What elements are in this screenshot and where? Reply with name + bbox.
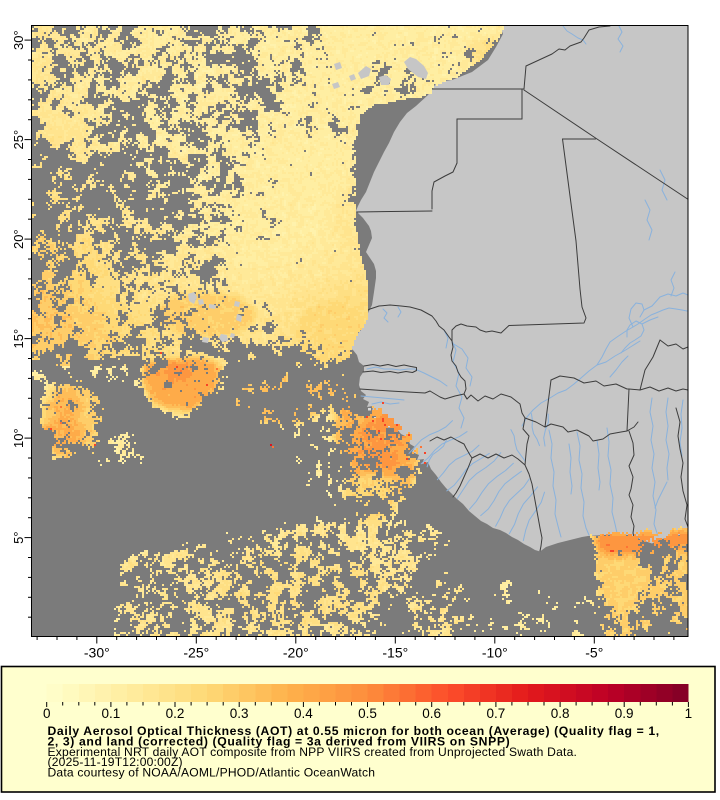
svg-text:30°: 30° [11, 30, 26, 50]
svg-text:1: 1 [685, 706, 693, 721]
svg-text:25°: 25° [11, 130, 26, 150]
svg-text:Data courtesy of NOAA/AOML/PHO: Data courtesy of NOAA/AOML/PHOD/Atlantic… [48, 766, 376, 780]
svg-text:Experimental NRT daily AOT com: Experimental NRT daily AOT composite fro… [48, 745, 578, 759]
svg-text:0.1: 0.1 [102, 706, 121, 721]
svg-text:0.7: 0.7 [487, 706, 506, 721]
svg-text:-30°: -30° [84, 645, 110, 661]
svg-text:-25°: -25° [183, 645, 209, 661]
svg-text:-15°: -15° [382, 645, 408, 661]
svg-text:0.4: 0.4 [294, 706, 313, 721]
svg-text:(2025-11-19T12:00:00Z): (2025-11-19T12:00:00Z) [48, 755, 183, 769]
svg-text:20°: 20° [11, 229, 26, 249]
svg-text:0.5: 0.5 [358, 706, 377, 721]
svg-text:5°: 5° [11, 531, 26, 543]
svg-text:0: 0 [43, 706, 51, 721]
svg-text:-20°: -20° [283, 645, 309, 661]
svg-text:0.9: 0.9 [615, 706, 634, 721]
svg-text:0.6: 0.6 [422, 706, 441, 721]
svg-text:Daily Aerosol Optical Thicknes: Daily Aerosol Optical Thickness (AOT) at… [48, 724, 660, 738]
svg-text:0.2: 0.2 [166, 706, 185, 721]
svg-text:2, 3) and land (corrected) (Qu: 2, 3) and land (corrected) (Quality flag… [48, 735, 511, 749]
svg-text:10°: 10° [11, 428, 26, 448]
svg-text:-5°: -5° [585, 645, 603, 661]
svg-text:0.8: 0.8 [551, 706, 570, 721]
svg-text:-10°: -10° [482, 645, 508, 661]
svg-text:15°: 15° [11, 329, 26, 349]
svg-text:0.3: 0.3 [230, 706, 249, 721]
